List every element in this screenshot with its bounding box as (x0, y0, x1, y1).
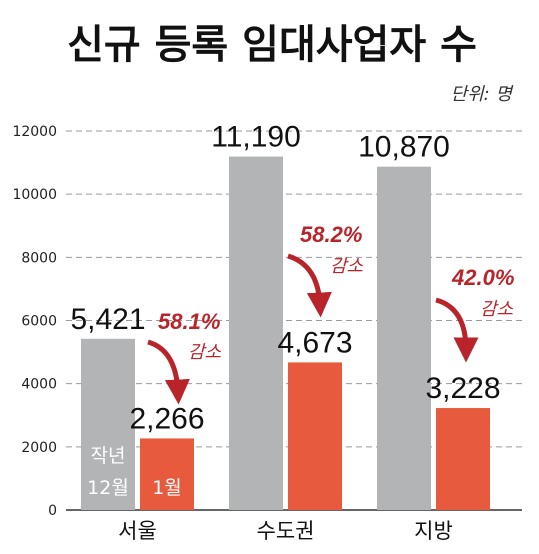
labels: 5,421 2,266 서울 58.1% 감소 11,190 4,673 수도권 58.2% 감소… (70, 121, 514, 543)
y-tick-label: 6000 (21, 314, 57, 330)
value-label-curr-0: 2,266 (129, 402, 204, 435)
y-tick-label: 2000 (21, 440, 57, 456)
bar-curr-2 (436, 408, 490, 510)
decrease-arrow (287, 253, 332, 318)
category-label: 수도권 (257, 519, 315, 543)
bars (81, 156, 490, 511)
value-label-prev-2: 10,870 (358, 131, 450, 164)
grid: 0 2000 4000 6000 8000 10000 12000 (12, 124, 522, 519)
chart-title: 신규 등록 임대사업자 수 (67, 22, 477, 68)
unit-note: 단위: 명 (451, 84, 515, 105)
category-label: 서울 (118, 519, 157, 543)
change-text: 감소 (330, 256, 364, 277)
value-label-prev-1: 11,190 (211, 121, 301, 154)
change-percent: 58.1% (158, 309, 220, 334)
bar-prev-1 (229, 156, 283, 510)
bar-curr-0 (140, 438, 194, 510)
y-tick-label: 8000 (21, 250, 57, 266)
in-bar-label-prev-line1: 작년 (91, 445, 126, 467)
in-bar-label-curr: 1월 (152, 477, 182, 499)
category-label: 지방 (414, 519, 453, 543)
bar-prev-2 (377, 166, 431, 511)
change-percent: 58.2% (300, 222, 362, 247)
decrease-arrow (435, 297, 479, 363)
y-tick-label: 0 (48, 503, 57, 519)
y-tick-label: 10000 (12, 187, 57, 203)
change-text: 감소 (188, 342, 222, 363)
change-text: 감소 (480, 299, 514, 320)
bar-curr-1 (288, 362, 342, 510)
change-percent: 42.0% (451, 265, 514, 290)
y-tick-label: 4000 (21, 377, 57, 393)
value-label-curr-2: 3,228 (425, 372, 500, 405)
in-bar-label-prev-line2: 12월 (87, 477, 129, 499)
value-label-curr-1: 4,673 (277, 326, 352, 359)
decrease-arrow (147, 339, 190, 405)
bar-prev-0 (81, 338, 135, 510)
y-tick-label: 12000 (12, 124, 57, 140)
value-label-prev-0: 5,421 (70, 303, 145, 336)
